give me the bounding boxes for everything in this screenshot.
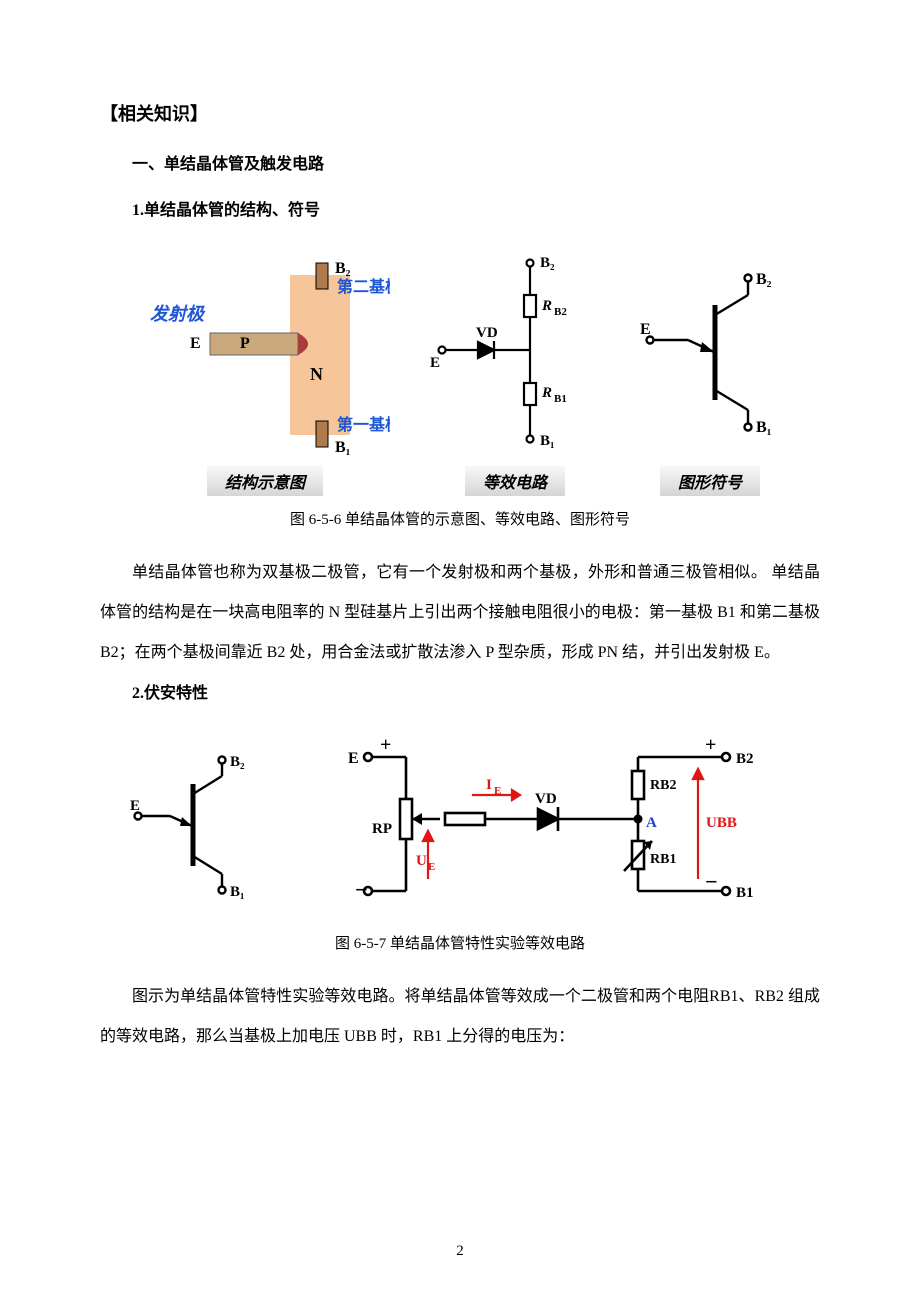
svg-text:E: E [430,355,440,371]
fig1-caption: 图 6-5-6 单结晶体管的示意图、等效电路、图形符号 [100,508,820,529]
subsection-heading: 一、单结晶体管及触发电路 [100,150,820,174]
svg-text:−: − [705,869,718,894]
svg-text:RB2: RB2 [650,778,676,793]
svg-text:+: + [380,734,391,756]
svg-text:B₁: B₁ [756,419,772,436]
svg-text:B2: B2 [736,751,754,767]
svg-text:B₂: B₂ [756,271,772,288]
svg-text:E: E [640,321,651,338]
fig1-equivalent-circuit: E VD RB2 RB1 B₂ B₁ 等效电路 [430,240,600,496]
figure-6-5-6: 发射极 E P N B₂ 第二基极 第一基极 B₁ 结构示意图 [100,240,820,529]
svg-text:VD: VD [476,325,498,341]
fig2-caption: 图 6-5-7 单结晶体管特性实验等效电路 [100,932,820,953]
svg-text:VD: VD [535,791,557,807]
svg-text:N: N [310,364,323,384]
svg-text:U: U [416,853,427,869]
svg-text:B1: B1 [554,393,567,405]
paragraph-1: 单结晶体管也称为双基极二极管，它有一个发射极和两个基极，外形和普通三极管相似。 … [100,553,820,673]
fig1-equiv-label: 等效电路 [465,466,565,496]
svg-text:B₁: B₁ [540,433,555,449]
svg-text:R: R [541,385,552,401]
svg-text:B₁: B₁ [230,884,245,900]
svg-text:−: − [355,877,368,902]
figure-6-5-7: E B₂ B₁ [100,729,820,953]
svg-text:第一基极: 第一基极 [337,415,390,434]
svg-text:E: E [494,785,501,797]
fig2-symbol: E B₂ B₁ [130,744,250,909]
fig2-circuit: E + − RP IE VD UE A RB2 RB1 UBB + − B2 B… [320,729,790,924]
fig1-symbol-label: 图形符号 [660,466,760,496]
svg-text:P: P [240,335,250,352]
svg-text:B₂: B₂ [335,260,351,277]
svg-text:B₁: B₁ [335,439,351,455]
svg-text:B1: B1 [736,885,754,901]
fig1-symbol: E B₂ B₁ 图形符号 [640,240,780,496]
section-heading: 【相关知识】 [100,100,820,126]
svg-text:RB1: RB1 [650,852,676,867]
svg-text:B2: B2 [554,306,567,318]
subsubsection-heading: 1.单结晶体管的结构、符号 [100,196,820,220]
paragraph-2: 图示为单结晶体管特性实验等效电路。将单结晶体管等效成一个二极管和两个电阻RB1、… [100,977,820,1057]
svg-text:+: + [705,734,716,756]
svg-text:B₂: B₂ [230,754,245,770]
fig1-structure-diagram: 发射极 E P N B₂ 第二基极 第一基极 B₁ 结构示意图 [140,240,390,496]
svg-text:R: R [541,298,552,314]
svg-text:第二基极: 第二基极 [337,277,390,296]
fig1-structure-label: 结构示意图 [207,466,323,496]
subsubsection-heading-2: 2.伏安特性 [100,679,820,703]
svg-text:E: E [130,798,140,814]
svg-text:发射极: 发射极 [150,304,206,324]
svg-text:UBB: UBB [706,815,737,831]
svg-text:RP: RP [372,821,392,837]
svg-text:E: E [428,861,435,873]
page-number: 2 [0,1243,920,1260]
svg-text:E: E [348,750,359,767]
svg-text:E: E [190,335,201,352]
svg-text:B₂: B₂ [540,255,555,271]
svg-text:I: I [486,777,492,793]
svg-text:A: A [646,815,657,831]
